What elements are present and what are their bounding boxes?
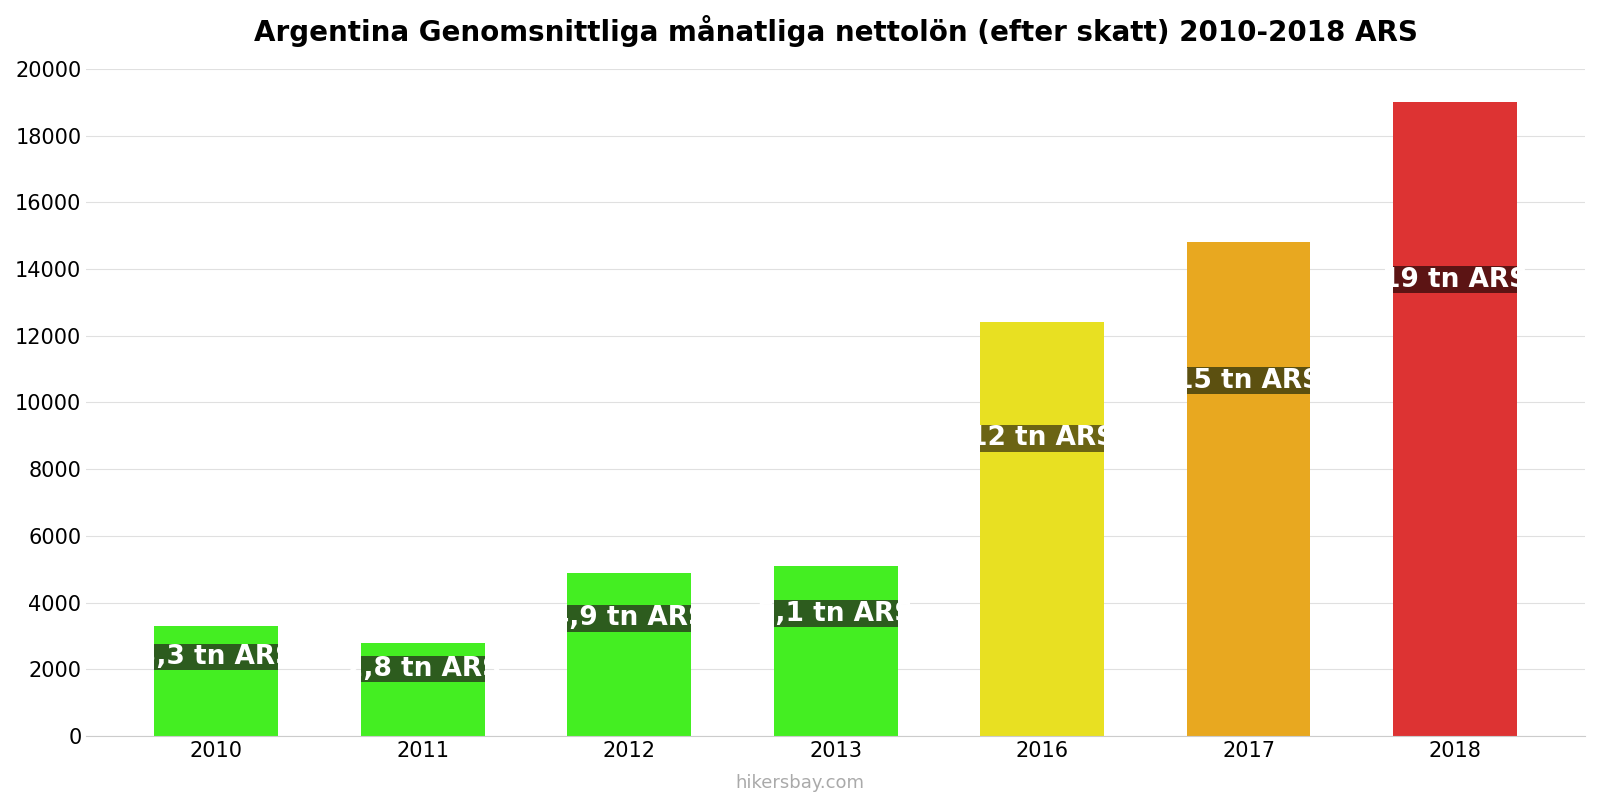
Bar (1394, 102, 1517, 736)
Text: 19 tn ARS: 19 tn ARS (1382, 266, 1528, 293)
Bar (981, 425, 1104, 451)
Text: 2,8 tn ARS: 2,8 tn ARS (344, 656, 501, 682)
Bar (774, 566, 898, 736)
Bar (154, 643, 278, 670)
Text: 15 tn ARS: 15 tn ARS (1176, 367, 1322, 394)
Bar (981, 322, 1104, 736)
Text: 12 tn ARS: 12 tn ARS (970, 426, 1115, 451)
Bar (154, 626, 278, 736)
Text: 4,9 tn ARS: 4,9 tn ARS (550, 606, 707, 631)
Text: 5,1 tn ARS: 5,1 tn ARS (757, 601, 914, 626)
Bar (774, 600, 898, 627)
Bar (568, 605, 691, 632)
Bar (1394, 266, 1517, 293)
Text: hikersbay.com: hikersbay.com (736, 774, 864, 792)
Title: Argentina Genomsnittliga månatliga nettolön (efter skatt) 2010-2018 ARS: Argentina Genomsnittliga månatliga netto… (254, 15, 1418, 47)
Text: 3,3 tn ARS: 3,3 tn ARS (138, 644, 294, 670)
Bar (362, 642, 485, 736)
Bar (362, 655, 485, 682)
Bar (1187, 242, 1310, 736)
Bar (1187, 367, 1310, 394)
Bar (568, 573, 691, 736)
